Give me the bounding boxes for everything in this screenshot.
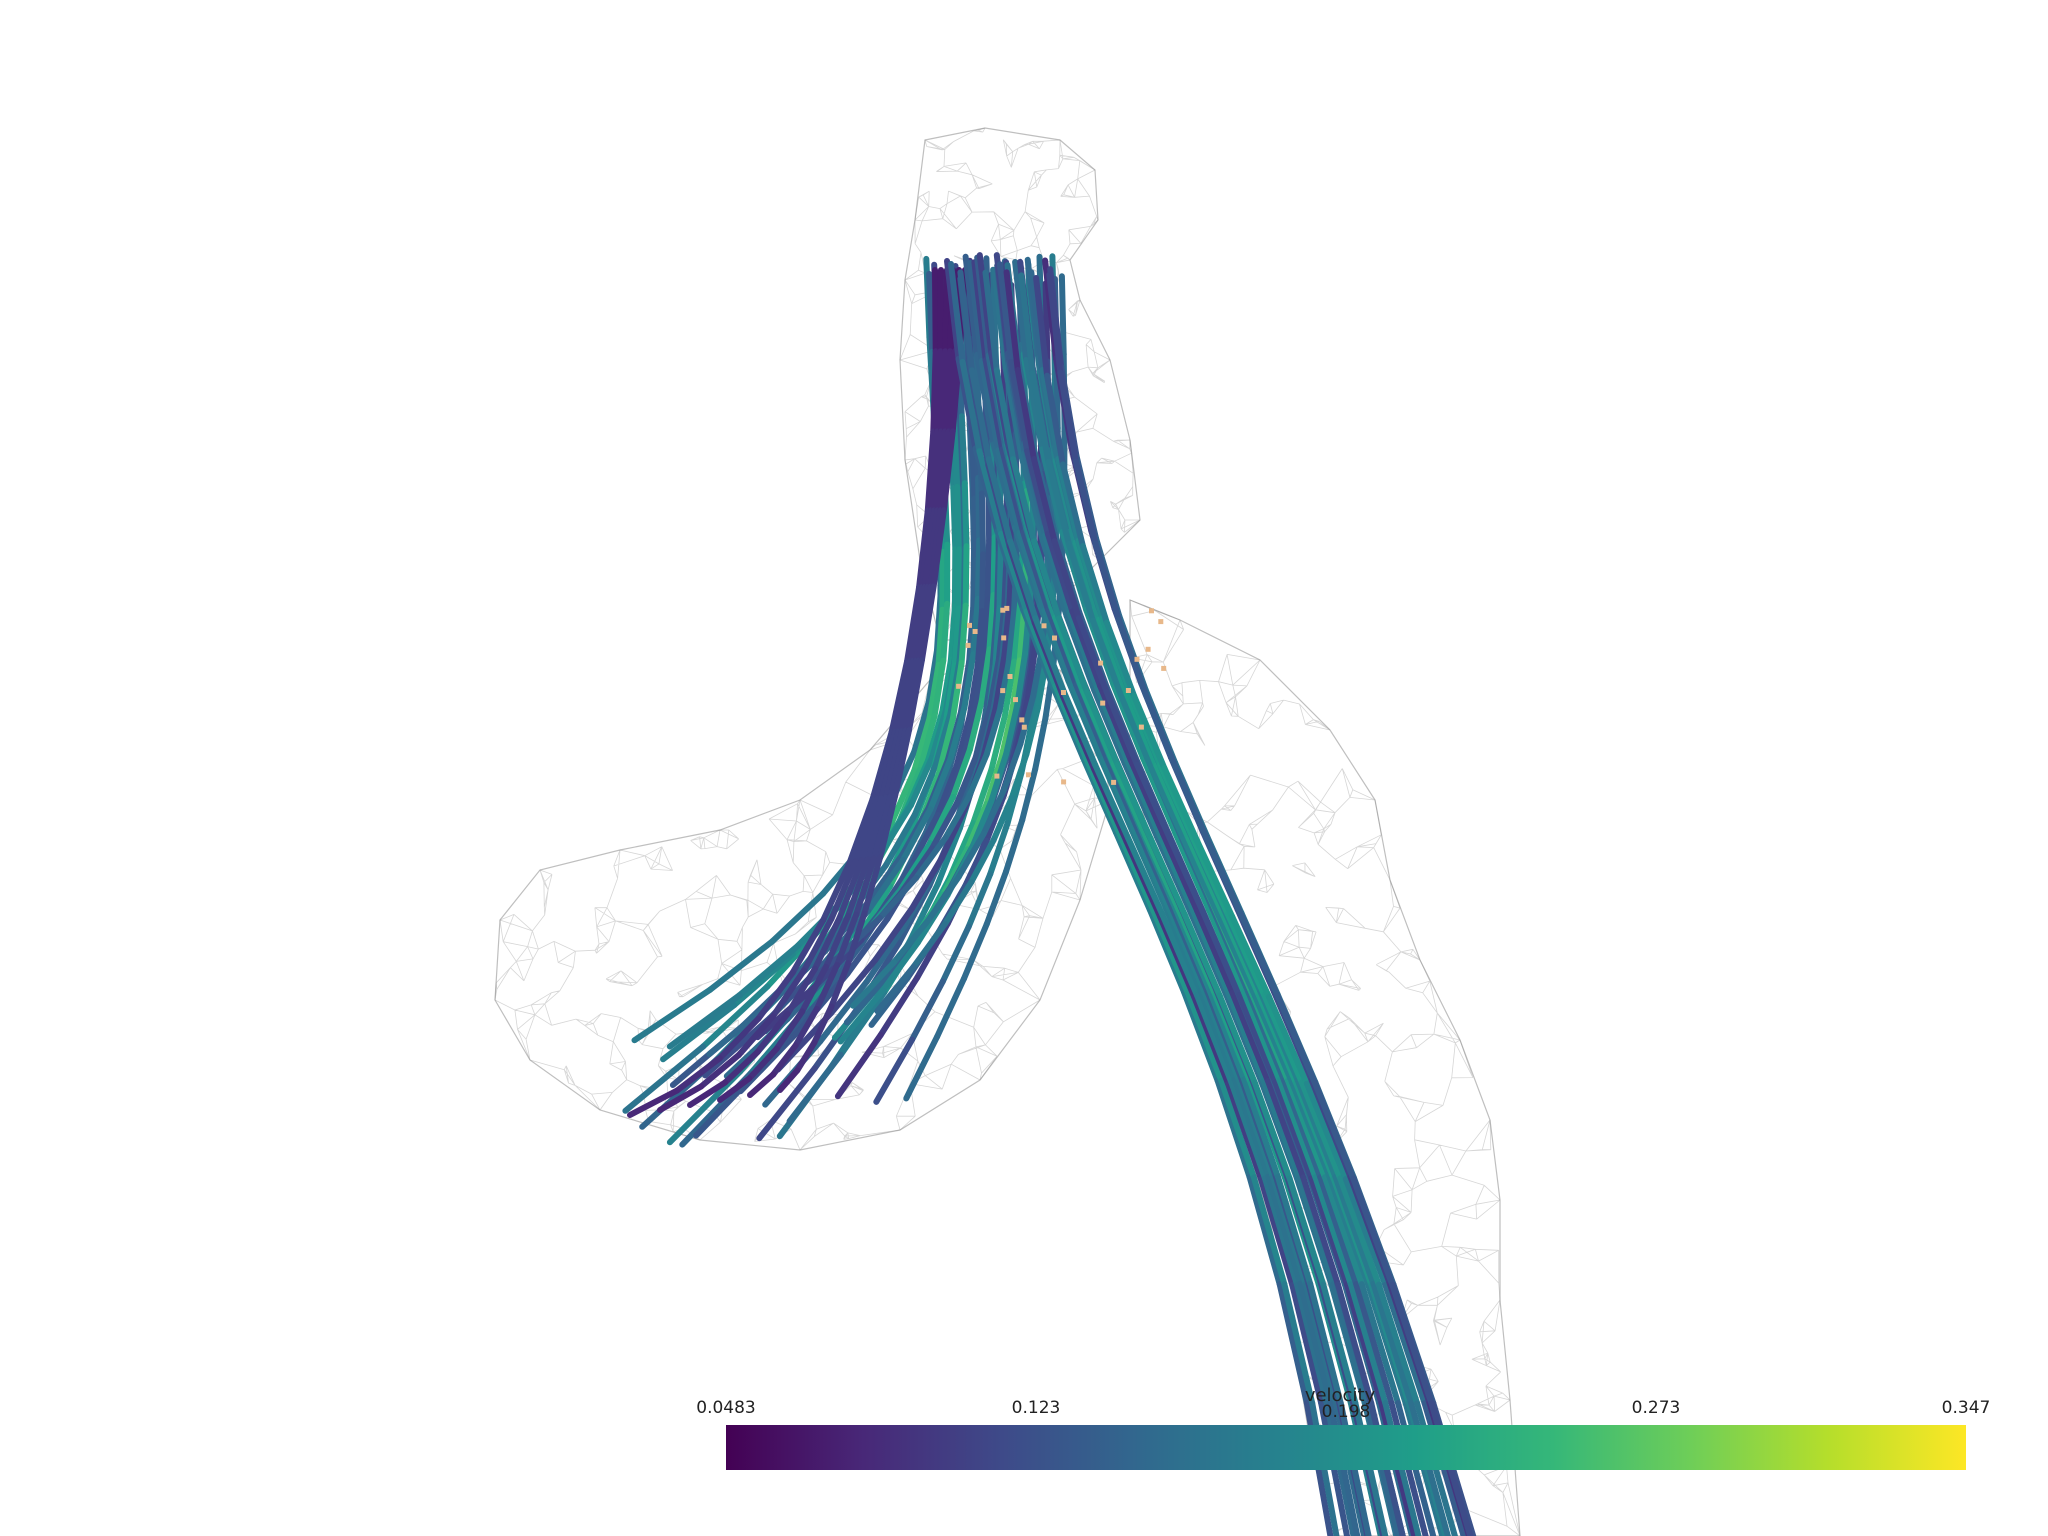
seed-point <box>1145 646 1151 652</box>
seed-point <box>1019 717 1025 723</box>
seed-point <box>1111 779 1117 785</box>
seed-point <box>956 683 962 689</box>
streamline-right <box>957 269 1357 1536</box>
seed-point <box>972 629 978 634</box>
streamline-right <box>1033 275 1467 1536</box>
streamline-left-outer <box>777 267 968 1093</box>
streamlines <box>622 252 1477 1536</box>
seed-point <box>1149 608 1154 614</box>
seed-point <box>1158 619 1164 625</box>
seed-point <box>1161 665 1167 671</box>
seed-point <box>1000 688 1006 694</box>
seed-point <box>1007 674 1013 679</box>
seed-point <box>1125 688 1131 693</box>
seed-points <box>956 605 1167 785</box>
seed-point <box>1001 635 1007 641</box>
seed-point <box>1021 724 1027 730</box>
seed-point <box>1061 779 1067 785</box>
seed-point <box>1013 697 1018 703</box>
seed-point <box>1100 700 1106 706</box>
streamline-left-outer <box>687 267 950 1108</box>
seed-point <box>994 773 1000 779</box>
streamline-left <box>631 255 944 1044</box>
seed-point <box>1061 690 1066 695</box>
seed-point <box>1000 607 1006 613</box>
seed-point <box>1041 623 1047 629</box>
seed-point <box>1138 724 1144 730</box>
seed-point <box>965 642 971 648</box>
streamline-right <box>982 269 1389 1536</box>
seed-point <box>1052 635 1057 641</box>
seed-point <box>1004 605 1010 611</box>
streamline-right <box>948 261 1340 1536</box>
seed-point <box>1098 660 1104 666</box>
mesh-outline <box>899 127 1141 641</box>
seed-point <box>1026 772 1031 778</box>
seed-point <box>967 622 972 628</box>
seed-point <box>1134 656 1140 662</box>
